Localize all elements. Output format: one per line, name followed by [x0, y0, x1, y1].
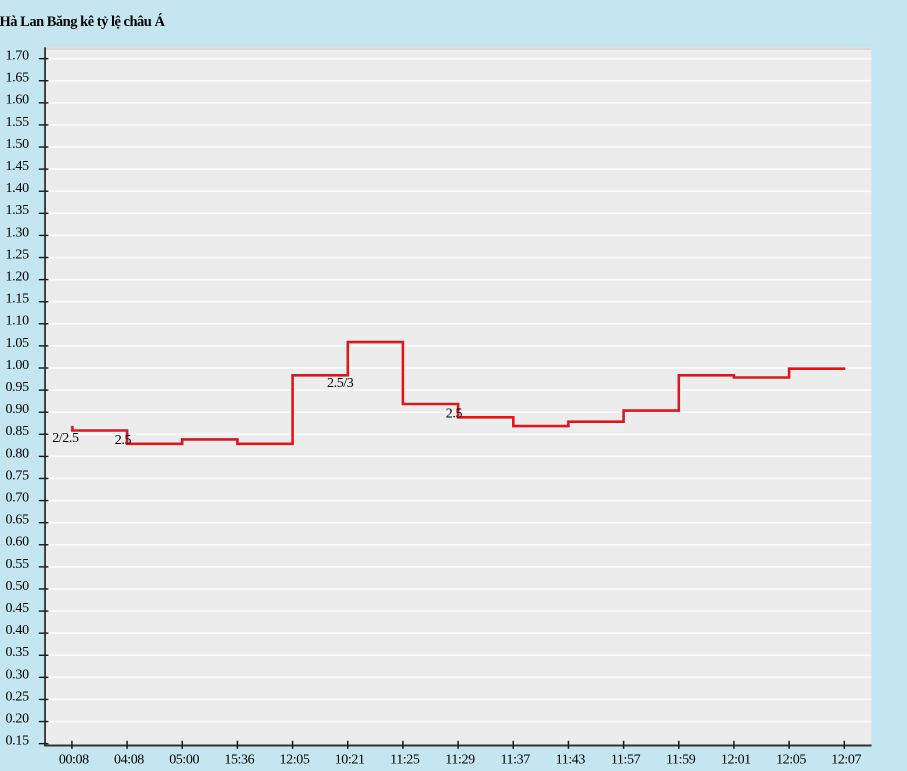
- svg-text:05:00: 05:00: [169, 752, 199, 767]
- svg-text:1.45: 1.45: [5, 159, 29, 174]
- svg-text:1.50: 1.50: [5, 137, 29, 152]
- svg-text:0.65: 0.65: [5, 513, 29, 528]
- svg-text:1.30: 1.30: [5, 225, 29, 240]
- svg-text:0.95: 0.95: [5, 380, 29, 395]
- svg-text:0.70: 0.70: [5, 490, 29, 505]
- svg-text:11:25: 11:25: [390, 752, 420, 767]
- svg-text:11:37: 11:37: [500, 752, 530, 767]
- svg-text:0.85: 0.85: [5, 424, 29, 439]
- svg-text:1.20: 1.20: [5, 270, 29, 285]
- svg-text:11:29: 11:29: [445, 752, 475, 767]
- svg-text:11:43: 11:43: [556, 752, 586, 767]
- svg-text:1.15: 1.15: [5, 292, 29, 307]
- svg-text:1.10: 1.10: [5, 314, 29, 329]
- svg-text:1.60: 1.60: [5, 93, 29, 108]
- svg-text:12:05: 12:05: [776, 752, 806, 767]
- svg-text:12:05: 12:05: [280, 752, 310, 767]
- svg-text:10:21: 10:21: [335, 752, 365, 767]
- svg-text:11:57: 11:57: [611, 752, 641, 767]
- svg-text:Hà Lan Băng kê tỷ lệ châu Á: Hà Lan Băng kê tỷ lệ châu Á: [0, 13, 165, 30]
- svg-text:0.75: 0.75: [5, 468, 29, 483]
- svg-text:0.80: 0.80: [5, 446, 29, 461]
- svg-text:12:01: 12:01: [721, 752, 751, 767]
- svg-text:0.35: 0.35: [5, 645, 29, 660]
- svg-text:0.30: 0.30: [5, 667, 29, 682]
- svg-text:1.70: 1.70: [5, 49, 29, 64]
- svg-text:2.5/3: 2.5/3: [327, 376, 354, 391]
- svg-text:1.40: 1.40: [5, 181, 29, 196]
- svg-text:12:07: 12:07: [831, 752, 861, 767]
- svg-text:1.00: 1.00: [5, 358, 29, 373]
- svg-text:1.35: 1.35: [5, 203, 29, 218]
- svg-text:0.60: 0.60: [5, 535, 29, 550]
- svg-text:2.5: 2.5: [115, 433, 132, 448]
- svg-text:0.90: 0.90: [5, 402, 29, 417]
- svg-text:1.65: 1.65: [5, 71, 29, 86]
- svg-text:1.55: 1.55: [5, 115, 29, 130]
- svg-text:0.50: 0.50: [5, 579, 29, 594]
- svg-text:11:59: 11:59: [666, 752, 696, 767]
- svg-text:04:08: 04:08: [114, 752, 144, 767]
- svg-text:0.40: 0.40: [5, 623, 29, 638]
- svg-text:0.15: 0.15: [5, 734, 29, 749]
- svg-text:15:36: 15:36: [224, 752, 254, 767]
- svg-text:0.20: 0.20: [5, 711, 29, 726]
- svg-text:1.25: 1.25: [5, 247, 29, 262]
- svg-text:2.5: 2.5: [446, 407, 463, 422]
- svg-text:1.05: 1.05: [5, 336, 29, 351]
- svg-text:00:08: 00:08: [59, 752, 89, 767]
- svg-text:0.25: 0.25: [5, 689, 29, 704]
- svg-text:0.55: 0.55: [5, 557, 29, 572]
- svg-text:2/2.5: 2/2.5: [52, 431, 79, 446]
- svg-text:0.45: 0.45: [5, 601, 29, 616]
